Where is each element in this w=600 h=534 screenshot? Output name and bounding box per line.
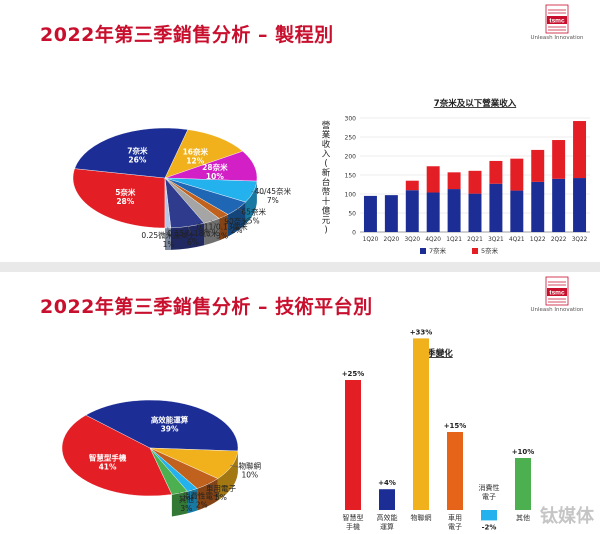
y-tick-label: 300 bbox=[345, 116, 357, 123]
quarter-change-bar-chart: 季變化+25%智慧型手機+4%高效能運算+33%物聯網+15%車用電子-2%消費… bbox=[0, 272, 600, 534]
x-tick-label: 車用 bbox=[448, 513, 462, 522]
x-tick-label: 3Q22 bbox=[572, 237, 588, 243]
bar-quarter-change bbox=[413, 338, 429, 510]
x-tick-label: 3Q21 bbox=[488, 237, 504, 243]
x-tick-label: 智慧型 bbox=[343, 513, 364, 522]
y-axis-label-char: 收 bbox=[322, 139, 331, 150]
bar-7nm bbox=[552, 179, 565, 232]
bar-quarter-change bbox=[447, 432, 463, 510]
bar-7nm bbox=[469, 194, 482, 232]
bar-5nm bbox=[469, 171, 482, 194]
x-tick-label: 電子 bbox=[448, 523, 462, 531]
legend-swatch bbox=[420, 248, 426, 254]
bar-5nm bbox=[427, 166, 440, 192]
x-tick-label: 其他 bbox=[516, 513, 530, 522]
bar-5nm bbox=[406, 181, 419, 191]
bar-7nm bbox=[427, 192, 440, 232]
x-tick-label: 4Q21 bbox=[509, 237, 525, 243]
chart-title: 7奈米及以下營業收入 bbox=[434, 98, 517, 109]
y-tick-label: 0 bbox=[352, 230, 356, 237]
y-axis-label-char: ) bbox=[324, 226, 327, 236]
y-axis-label-char: 台 bbox=[322, 177, 331, 188]
y-axis-label-char: 業 bbox=[322, 130, 331, 141]
bar-7nm bbox=[531, 182, 544, 232]
y-axis-label-char: 幣 bbox=[322, 187, 331, 198]
bar-7nm bbox=[406, 190, 419, 232]
data-label: +25% bbox=[342, 370, 365, 378]
bar-5nm bbox=[552, 140, 565, 179]
watermark: 钛媒体 bbox=[540, 502, 594, 528]
data-label: +33% bbox=[410, 328, 433, 336]
legend-label: 7奈米 bbox=[429, 246, 447, 255]
y-tick-label: 50 bbox=[348, 211, 356, 218]
bar-5nm bbox=[510, 159, 523, 191]
y-tick-label: 100 bbox=[345, 192, 357, 199]
bar-5nm bbox=[531, 150, 544, 182]
bar-7nm bbox=[489, 184, 502, 232]
slide-process-node: 2022年第三季銷售分析 – 製程別 tsmc Unleash Innovati… bbox=[0, 0, 600, 262]
data-label: +10% bbox=[512, 448, 535, 456]
x-tick-label: 2Q21 bbox=[467, 237, 483, 243]
x-tick-label: 1Q20 bbox=[363, 237, 379, 243]
bar-quarter-change bbox=[481, 510, 497, 520]
x-tick-label: 高效能 bbox=[377, 513, 398, 522]
bar-7nm bbox=[448, 189, 461, 232]
y-axis-label-char: 營 bbox=[322, 120, 331, 131]
x-tick-label: 1Q21 bbox=[446, 237, 462, 243]
x-tick-label: 3Q20 bbox=[404, 237, 420, 243]
bar-quarter-change bbox=[515, 458, 531, 510]
bar-5nm bbox=[489, 161, 502, 184]
bar-quarter-change bbox=[379, 489, 395, 510]
slide-technology-platform: 2022年第三季銷售分析 – 技術平台別 tsmc Unleash Innova… bbox=[0, 272, 600, 534]
bar-7nm bbox=[510, 191, 523, 232]
legend-label: 5奈米 bbox=[481, 246, 499, 255]
bar-7nm bbox=[385, 195, 398, 232]
x-tick-label: 2Q22 bbox=[551, 237, 567, 243]
data-label: +15% bbox=[444, 422, 467, 430]
bar-7nm bbox=[573, 178, 586, 232]
x-tick-label: 2Q20 bbox=[384, 237, 400, 243]
bar-5nm bbox=[573, 121, 586, 178]
x-tick-label: 運算 bbox=[380, 522, 394, 531]
chart-title: 季變化 bbox=[426, 348, 453, 359]
x-tick-label: 電子 bbox=[482, 493, 496, 501]
y-tick-label: 250 bbox=[345, 135, 357, 142]
y-axis-label-char: 元 bbox=[322, 216, 331, 226]
y-axis-label-char: 億 bbox=[322, 206, 331, 217]
bar-7nm bbox=[364, 196, 377, 232]
y-tick-label: 150 bbox=[345, 173, 357, 180]
x-tick-label: 手機 bbox=[346, 522, 360, 531]
data-label: -2% bbox=[482, 523, 497, 531]
x-tick-label: 消費性 bbox=[479, 483, 500, 492]
x-tick-label: 4Q20 bbox=[425, 237, 441, 243]
legend-swatch bbox=[472, 248, 478, 254]
y-axis-label-char: 入 bbox=[322, 150, 331, 160]
y-axis-label-char: 新 bbox=[322, 168, 331, 179]
y-tick-label: 200 bbox=[345, 154, 357, 161]
y-axis-label-char: ( bbox=[324, 159, 327, 169]
data-label: +4% bbox=[378, 479, 396, 487]
bar-5nm bbox=[448, 172, 461, 189]
x-tick-label: 物聯網 bbox=[411, 513, 432, 522]
bar-quarter-change bbox=[345, 380, 361, 510]
x-tick-label: 1Q22 bbox=[530, 237, 546, 243]
y-axis-label-char: 十 bbox=[322, 196, 331, 207]
